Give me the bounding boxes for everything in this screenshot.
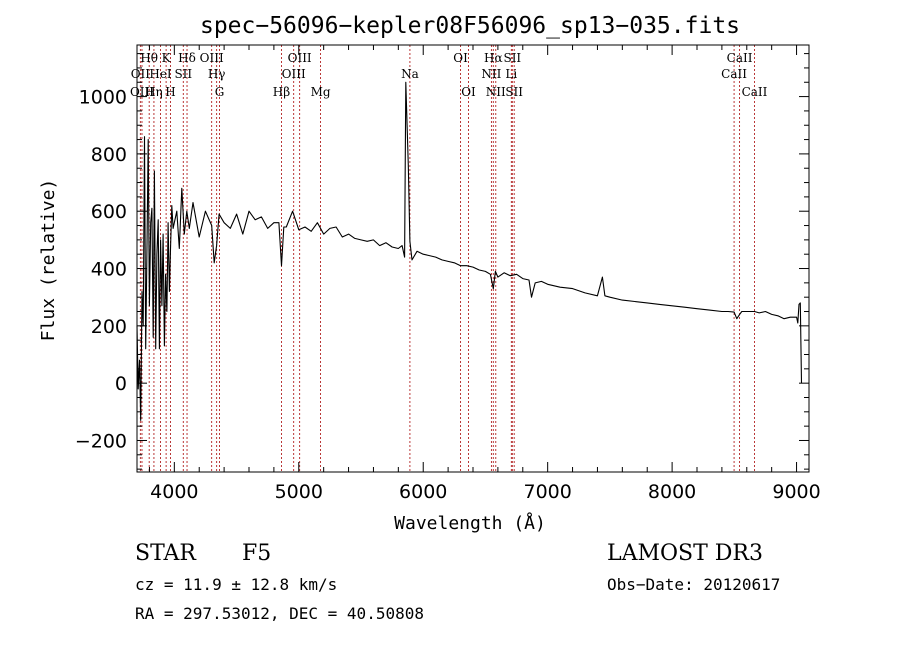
x-tick-label: 6000 (399, 481, 447, 503)
sky-coordinates: RA = 297.53012, DEC = 40.50808 (135, 604, 424, 623)
y-tick-label: 600 (91, 201, 127, 223)
spectral-line-label: NII (486, 85, 506, 99)
spectral-line-label: OIII (282, 67, 306, 81)
spectral-line-label: OIII (130, 85, 154, 99)
y-tick-label: −200 (75, 430, 127, 452)
survey-name: LAMOST DR3 (607, 541, 763, 566)
spectral-line-label: Mg (311, 85, 331, 99)
object-class: STAR (135, 541, 197, 566)
spectral-line-label: OIII (288, 51, 312, 65)
x-tick-label: 5000 (275, 481, 323, 503)
y-tick-label: 800 (91, 144, 127, 166)
spectral-line-label: CaII (721, 67, 747, 81)
x-axis-label: Wavelength (Å) (394, 512, 546, 534)
spectral-line-label: Na (401, 67, 419, 81)
x-tick-label: 8000 (648, 481, 696, 503)
spectral-line-label: K (162, 51, 172, 65)
plot-frame (136, 44, 810, 473)
spectral-line-markers (139, 45, 755, 472)
y-axis-ticks: −200 0 200 400 600 800 1000 (75, 53, 809, 470)
redshift-velocity: cz = 11.9 ± 12.8 km/s (135, 575, 337, 594)
spectral-line-label: OIII (200, 51, 224, 65)
x-tick-label: 9000 (772, 481, 820, 503)
spectral-line-label: Li (505, 67, 517, 81)
y-tick-label: 1000 (79, 87, 127, 109)
spectral-line-label: G (215, 85, 225, 99)
x-tick-label: 7000 (523, 481, 571, 503)
object-subclass: F5 (242, 541, 271, 566)
x-tick-label: 4000 (150, 481, 198, 503)
spectral-line-label: CaII (727, 51, 753, 65)
spectral-line-label: Hβ (273, 85, 290, 99)
spectral-line-label: Hδ (178, 51, 196, 65)
y-tick-label: 0 (115, 373, 127, 395)
spectral-line-label: OI (461, 85, 476, 99)
y-axis-label: Flux (relative) (38, 179, 59, 342)
spectral-line-label: SII (174, 67, 192, 81)
flux-line (136, 81, 803, 421)
spectral-line-label: OI (453, 51, 468, 65)
spectral-line-label: HeI (149, 67, 172, 81)
spectral-line-label: OII (131, 67, 151, 81)
spectral-line-label: Hη (145, 85, 163, 99)
spectral-line-label: SII (503, 51, 521, 65)
x-axis-ticks: 4000 5000 6000 7000 8000 9000 (148, 45, 821, 503)
spectral-line-label: H (165, 85, 175, 99)
y-tick-label: 200 (91, 316, 127, 338)
spectral-line-label: Hθ (140, 51, 158, 65)
spectral-line-label: CaII (742, 85, 768, 99)
spectral-line-label: Hα (484, 51, 503, 65)
y-tick-label: 400 (91, 259, 127, 281)
spectral-line-label: Hγ (208, 67, 226, 81)
spectral-line-label: NII (481, 67, 501, 81)
observation-date: Obs−Date: 20120617 (607, 575, 780, 594)
spectral-line-label: SII (505, 85, 523, 99)
flux-series (136, 81, 803, 421)
chart-title: spec−56096−kepler08F56096_sp13−035.fits (200, 13, 740, 39)
